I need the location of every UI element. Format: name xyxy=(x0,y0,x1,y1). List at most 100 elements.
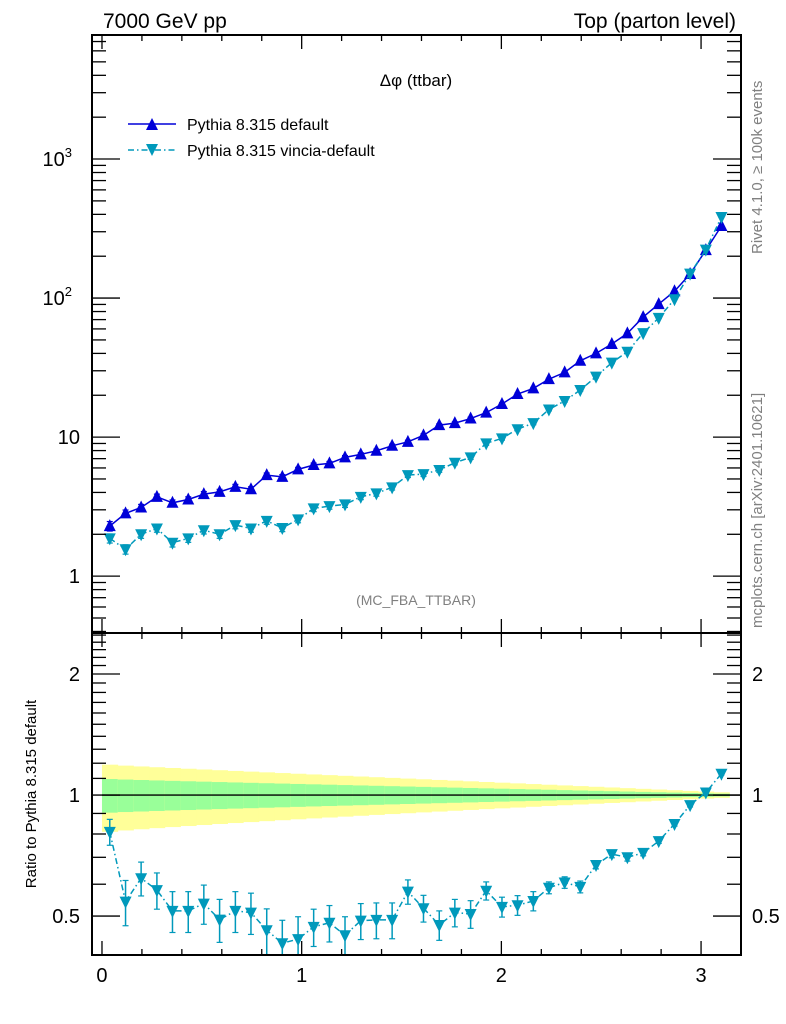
ratio-point xyxy=(464,908,477,921)
band-inner-bin xyxy=(101,779,119,813)
x-tick-label: 3 xyxy=(695,965,706,987)
data-point xyxy=(276,522,289,535)
ratio-point xyxy=(542,882,555,895)
data-point xyxy=(244,523,257,536)
header-left-title: 7000 GeV pp xyxy=(103,10,227,33)
data-point xyxy=(103,533,116,546)
data-point xyxy=(323,456,336,469)
data-point xyxy=(668,294,681,307)
ratio-y-tick-label-right: 0.5 xyxy=(752,906,780,928)
legend: Pythia 8.315 default Pythia 8.315 vincia… xyxy=(128,117,375,160)
data-point xyxy=(574,353,587,366)
ratio-point xyxy=(370,914,383,927)
data-point xyxy=(307,503,320,516)
ratio-point xyxy=(511,900,524,913)
analysis-label: (MC_FBA_TTBAR) xyxy=(356,592,476,608)
ratio-point xyxy=(323,917,336,930)
ratio-frame xyxy=(91,632,742,956)
data-point xyxy=(166,495,179,508)
data-point xyxy=(511,387,524,400)
legend-item-vincia: Pythia 8.315 vincia-default xyxy=(128,143,375,160)
data-point xyxy=(480,405,493,418)
data-point xyxy=(652,312,665,325)
data-point xyxy=(260,468,273,481)
ratio-point xyxy=(166,905,179,918)
data-point xyxy=(119,544,132,557)
series-line xyxy=(109,225,723,527)
data-point xyxy=(307,458,320,471)
ratio-point xyxy=(150,885,163,898)
data-point xyxy=(715,218,728,231)
ratio-point xyxy=(354,915,367,928)
data-point xyxy=(417,428,430,441)
main-panel: 1 10 102 103 Δφ (ttbar) (MC_FBA_TTBAR) Pyth… xyxy=(43,34,742,634)
ratio-point xyxy=(307,921,320,934)
data-point xyxy=(448,416,461,429)
data-point xyxy=(527,418,540,431)
data-point xyxy=(558,365,571,378)
data-point xyxy=(621,346,634,359)
data-point xyxy=(401,470,414,483)
ratio-y-tick-label-right: 2 xyxy=(752,664,763,686)
ratio-line xyxy=(109,773,723,945)
ratio-point xyxy=(574,881,587,894)
data-point xyxy=(448,457,461,470)
data-point xyxy=(354,447,367,460)
x-tick-label: 1 xyxy=(296,965,307,987)
ratio-y-tick-label-left: 2 xyxy=(69,664,80,686)
data-point xyxy=(715,211,728,224)
legend-marker-triangle-down-icon xyxy=(146,144,158,156)
data-point xyxy=(244,482,257,495)
band-inner-bin xyxy=(117,779,134,813)
ratio-point xyxy=(590,859,603,872)
ratio-point xyxy=(386,914,399,927)
data-point xyxy=(354,491,367,504)
ratio-point xyxy=(417,903,430,916)
ratio-point xyxy=(715,768,728,781)
ratio-point xyxy=(182,905,195,918)
data-point xyxy=(495,397,508,410)
data-point xyxy=(386,482,399,495)
legend-item-default: Pythia 8.315 default xyxy=(128,117,329,134)
data-point xyxy=(621,326,634,339)
data-point xyxy=(464,452,477,465)
ratio-point xyxy=(119,896,132,909)
data-point xyxy=(637,310,650,323)
data-point xyxy=(433,418,446,431)
ratio-point xyxy=(621,852,634,865)
data-point xyxy=(574,385,587,398)
data-point xyxy=(197,525,210,538)
data-point xyxy=(339,499,352,512)
ratio-point xyxy=(197,898,210,911)
x-tick-label: 2 xyxy=(496,965,507,987)
data-point xyxy=(135,500,148,513)
y-tick-label: 103 xyxy=(43,145,72,171)
data-point xyxy=(150,489,163,502)
data-point xyxy=(401,434,414,447)
ratio-point xyxy=(339,930,352,943)
data-point xyxy=(292,462,305,475)
y-tick-label: 102 xyxy=(43,284,72,310)
data-point xyxy=(684,268,697,281)
data-point xyxy=(637,328,650,341)
data-point xyxy=(511,424,524,437)
data-point xyxy=(558,395,571,408)
data-point xyxy=(605,337,618,350)
ratio-ylabel: Ratio to Pythia 8.315 default xyxy=(23,699,40,888)
ratio-point xyxy=(401,886,414,899)
ratio-point xyxy=(527,896,540,909)
ratio-point xyxy=(652,836,665,849)
data-point xyxy=(417,469,430,482)
data-point xyxy=(542,404,555,417)
series-vincia xyxy=(103,211,728,557)
data-point xyxy=(433,464,446,477)
data-point xyxy=(605,357,618,370)
data-point xyxy=(182,533,195,546)
ratio-point xyxy=(699,787,712,800)
series-line xyxy=(109,216,723,551)
data-point xyxy=(590,371,603,384)
data-point xyxy=(386,438,399,451)
data-point xyxy=(370,488,383,501)
data-point xyxy=(229,520,242,533)
